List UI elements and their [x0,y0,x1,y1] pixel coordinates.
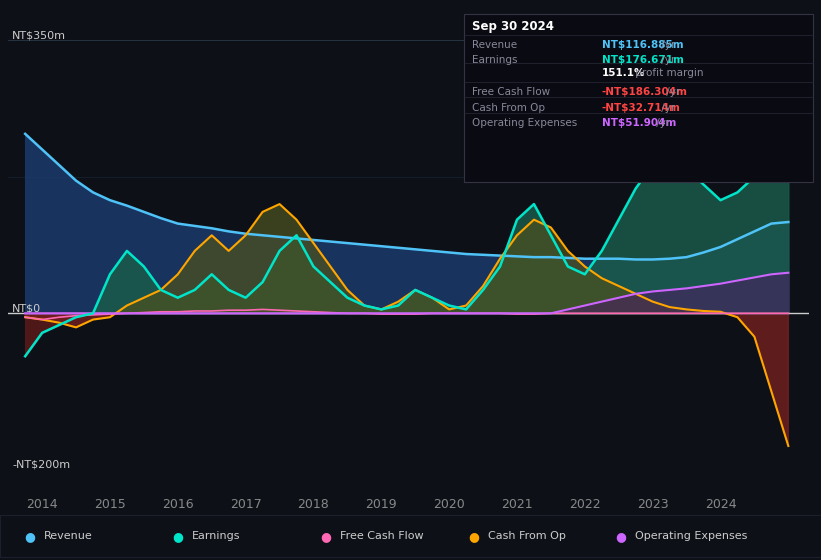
Text: Free Cash Flow: Free Cash Flow [472,87,550,97]
Text: ●: ● [320,530,331,543]
Text: NT$176.671m: NT$176.671m [602,55,684,65]
Text: ●: ● [172,530,183,543]
Text: NT$116.885m: NT$116.885m [602,40,683,50]
Text: /yr: /yr [663,87,680,97]
Text: /yr: /yr [658,102,675,113]
Text: /yr: /yr [658,40,675,50]
Text: NT$0: NT$0 [12,304,41,314]
Text: -NT$186.304m: -NT$186.304m [602,87,688,97]
Text: ●: ● [616,530,626,543]
Text: Earnings: Earnings [192,531,241,541]
Text: profit margin: profit margin [632,68,704,78]
Text: Free Cash Flow: Free Cash Flow [340,531,424,541]
Text: Cash From Op: Cash From Op [488,531,566,541]
Text: Cash From Op: Cash From Op [472,102,545,113]
Text: NT$350m: NT$350m [12,30,67,40]
Text: Revenue: Revenue [472,40,517,50]
Text: Earnings: Earnings [472,55,517,65]
Text: Operating Expenses: Operating Expenses [472,118,577,128]
Text: NT$51.904m: NT$51.904m [602,118,677,128]
Text: -NT$200m: -NT$200m [12,459,71,469]
Text: Operating Expenses: Operating Expenses [635,531,748,541]
Text: /yr: /yr [653,118,670,128]
Text: Revenue: Revenue [44,531,93,541]
Text: -NT$32.714m: -NT$32.714m [602,102,681,113]
Text: ●: ● [25,530,35,543]
Text: /yr: /yr [658,55,675,65]
Text: ●: ● [468,530,479,543]
Text: 151.1%: 151.1% [602,68,645,78]
Text: Sep 30 2024: Sep 30 2024 [472,20,554,33]
